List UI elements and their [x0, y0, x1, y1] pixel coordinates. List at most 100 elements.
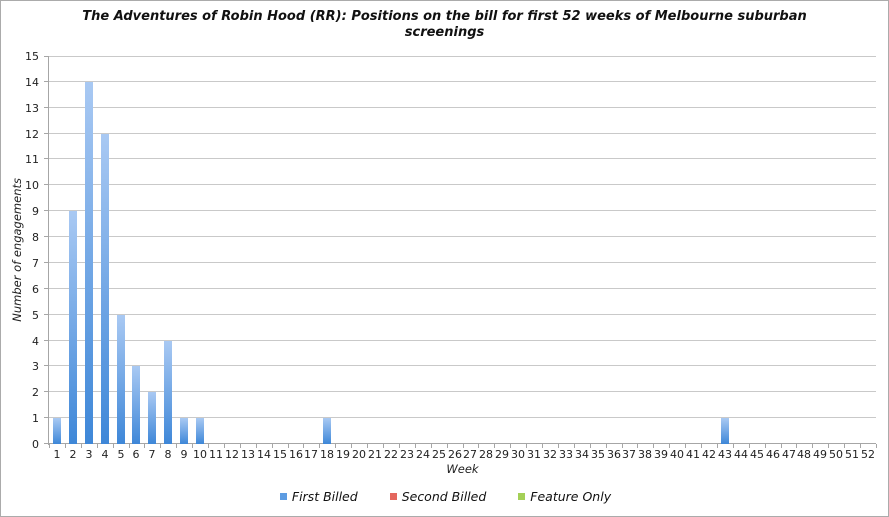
x-axis-tick [494, 444, 495, 448]
x-tick-label: 18 [320, 448, 334, 461]
gridline [49, 56, 876, 57]
x-tick-label: 50 [829, 448, 843, 461]
x-axis-tick [733, 444, 734, 448]
y-tick-label: 12 [25, 128, 39, 141]
x-tick-label: 26 [448, 448, 462, 461]
x-axis-tick [415, 444, 416, 448]
legend-item-feature-only: Feature Only [518, 489, 611, 504]
bar-week-5 [117, 315, 125, 444]
y-tick-label: 9 [32, 205, 39, 218]
x-axis-tick [637, 444, 638, 448]
x-tick-label: 45 [750, 448, 764, 461]
x-tick-label: 28 [479, 448, 493, 461]
bar-week-3 [85, 82, 93, 444]
y-axis-line [48, 56, 49, 445]
x-axis-title: Week [446, 462, 479, 476]
y-tick-label: 1 [32, 412, 39, 425]
x-axis-tick [113, 444, 114, 448]
x-tick-label: 47 [782, 448, 796, 461]
x-axis-tick [781, 444, 782, 448]
x-tick-label: 30 [511, 448, 525, 461]
x-tick-label: 8 [164, 448, 172, 461]
x-axis-tick [49, 444, 50, 448]
y-axis-tick [44, 81, 48, 82]
x-tick-label: 40 [670, 448, 684, 461]
x-tick-label: 48 [797, 448, 811, 461]
y-axis-tick-labels: 0 1 2 3 4 5 6 7 8 9 10 11 12 13 14 15 [1, 50, 43, 451]
x-axis-tick [144, 444, 145, 448]
y-tick-label: 5 [32, 309, 39, 322]
x-axis-tick [622, 444, 623, 448]
x-tick-label: 13 [241, 448, 255, 461]
gridline [49, 417, 876, 418]
x-axis-tick [303, 444, 304, 448]
x-tick-label: 42 [702, 448, 716, 461]
bar-week-43 [721, 418, 729, 444]
x-axis-tick [653, 444, 654, 448]
x-axis-tick [669, 444, 670, 448]
x-axis-tick [717, 444, 718, 448]
gridline [49, 81, 876, 82]
x-axis-tick [876, 444, 877, 448]
bar-week-9 [180, 418, 188, 444]
x-tick-label: 35 [591, 448, 605, 461]
x-tick-label: 21 [368, 448, 382, 461]
bar-week-6 [132, 366, 140, 444]
x-axis-tick [224, 444, 225, 448]
x-axis-tick [256, 444, 257, 448]
y-tick-label: 14 [25, 76, 39, 89]
x-axis-tick [558, 444, 559, 448]
x-axis-tick [701, 444, 702, 448]
y-axis-tick [44, 133, 48, 134]
x-tick-label: 7 [148, 448, 156, 461]
plot-area [44, 56, 877, 448]
x-tick-label: 44 [734, 448, 748, 461]
gridline [49, 288, 876, 289]
x-axis-tick [463, 444, 464, 448]
x-axis-tick-labels: 1 2 3 4 5 6 7 8 9 10 11 12 13 14 15 16 17 18 19 20 21 22 23 24 2… [49, 448, 876, 462]
x-axis-tick [351, 444, 352, 448]
gridline [49, 340, 876, 341]
legend-swatch-second-billed-icon [389, 492, 397, 500]
x-tick-label: 22 [384, 448, 398, 461]
bar-week-10 [196, 418, 204, 444]
x-tick-label: 9 [180, 448, 188, 461]
x-axis-tick [765, 444, 766, 448]
gridline [49, 236, 876, 237]
x-axis-tick [272, 444, 273, 448]
legend-item-second-billed: Second Billed [389, 489, 486, 504]
x-tick-label: 15 [273, 448, 287, 461]
y-axis-tick [44, 184, 48, 185]
x-tick-label: 34 [575, 448, 589, 461]
x-tick-label: 3 [85, 448, 93, 461]
x-axis-tick [542, 444, 543, 448]
x-axis-tick [65, 444, 66, 448]
x-axis-tick [160, 444, 161, 448]
x-tick-label: 17 [304, 448, 318, 461]
x-axis-tick [447, 444, 448, 448]
x-tick-label: 6 [132, 448, 140, 461]
x-tick-label: 14 [257, 448, 271, 461]
y-tick-label: 11 [25, 153, 39, 166]
x-axis-tick [129, 444, 130, 448]
x-axis-tick [526, 444, 527, 448]
x-axis-tick [431, 444, 432, 448]
x-tick-label: 23 [400, 448, 414, 461]
legend-swatch-feature-only-icon [518, 492, 526, 500]
y-tick-label: 3 [32, 360, 39, 373]
x-tick-label: 12 [225, 448, 239, 461]
y-tick-label: 2 [32, 386, 39, 399]
x-axis-tick [574, 444, 575, 448]
gridline [49, 107, 876, 108]
y-tick-label: 7 [32, 257, 39, 270]
legend-label-feature-only: Feature Only [530, 488, 612, 504]
gridline [49, 210, 876, 211]
y-axis-tick [44, 158, 48, 159]
bar-week-1 [53, 418, 61, 444]
x-tick-label: 19 [336, 448, 350, 461]
x-tick-label: 10 [193, 448, 207, 461]
x-axis-tick [399, 444, 400, 448]
gridline [49, 262, 876, 263]
x-tick-label: 11 [209, 448, 223, 461]
